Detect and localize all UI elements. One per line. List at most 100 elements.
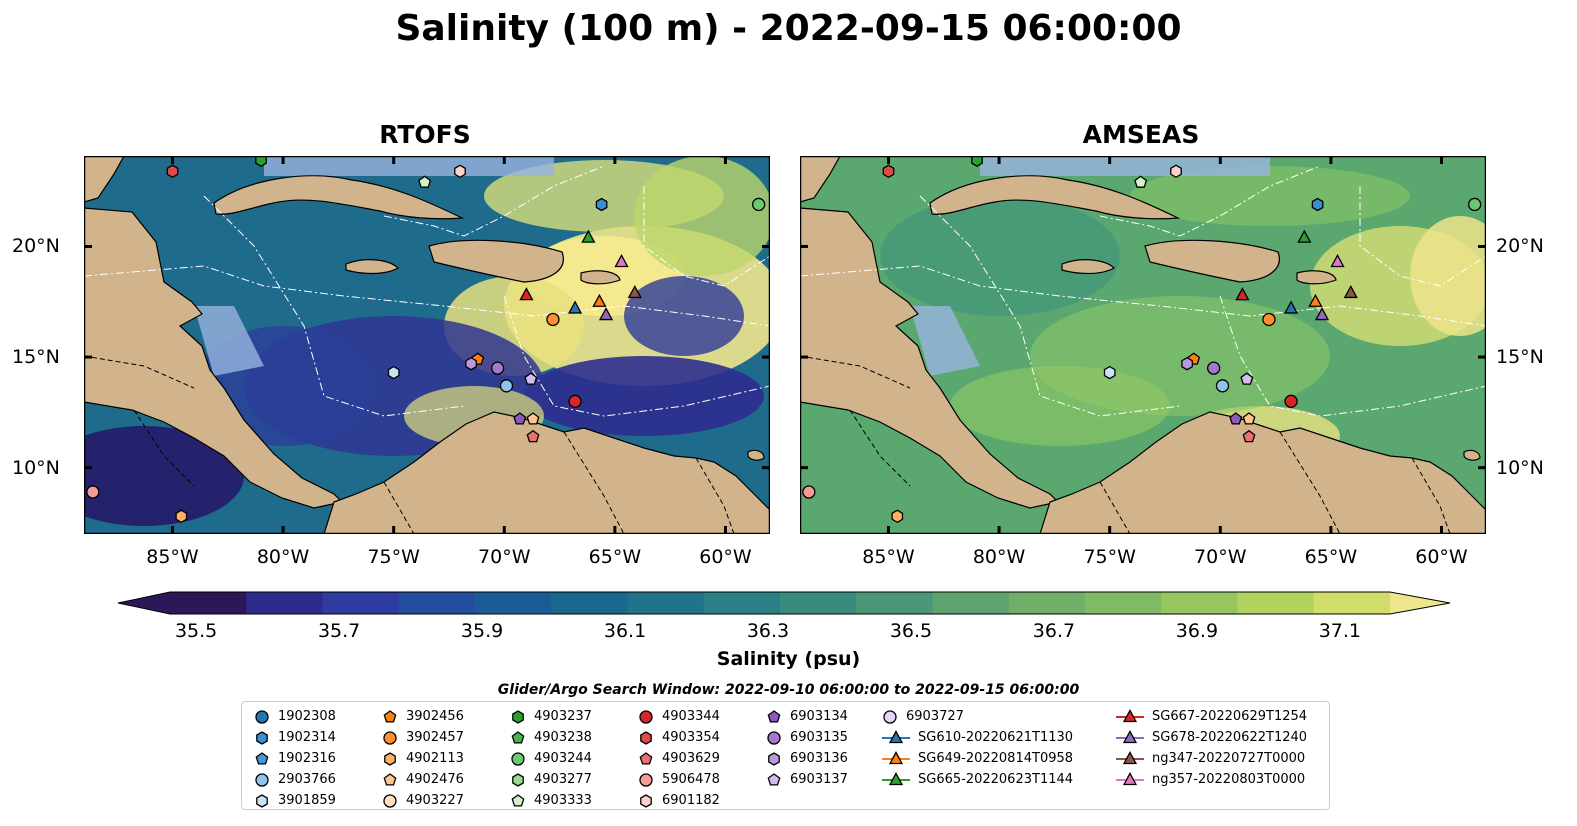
legend-item: 6903137 [766, 769, 848, 790]
colorbar-bin [1237, 592, 1315, 614]
panel-title-rtofs: RTOFS [379, 120, 471, 149]
legend-item: SG665-20220623T1144 [882, 769, 1073, 790]
figure-title: Salinity (100 m) - 2022-09-15 06:00:00 [395, 8, 1182, 49]
legend-marker [882, 729, 910, 743]
legend-column: 4903344 4903354 4903629 5906478 6901182 [638, 706, 720, 811]
colorbar-outline [117, 591, 1451, 615]
political-borders [84, 355, 735, 534]
legend-marker [1116, 708, 1144, 722]
legend-item-label: 6903727 [906, 709, 964, 724]
legend-item: 4903344 [638, 706, 720, 727]
legend-item-label: 4903238 [534, 730, 592, 745]
obs-SG667-20220629T1254 [1235, 287, 1250, 301]
colorbar-bin [475, 592, 552, 614]
obs-1902314 [595, 197, 608, 212]
legend-item: 4902476 [382, 769, 464, 790]
legend-item-label: SG678-20220622T1240 [1152, 730, 1308, 745]
colorbar-bin [1085, 592, 1162, 614]
eez-boundaries [84, 165, 770, 417]
legend-item-label: 6903135 [790, 730, 848, 745]
legend-marker [511, 730, 525, 744]
legend-item: 6903134 [766, 706, 848, 727]
lat-tick-label: 20°N [1496, 235, 1544, 258]
legend-marker [1116, 729, 1144, 743]
obs-4903244 [1468, 197, 1482, 212]
colorbar-tick-label: 36.1 [603, 620, 647, 642]
legend-column: 4903237 4903238 4903244 4903277 4903333 [510, 706, 592, 811]
legend-item: SG667-20220629T1254 [1116, 706, 1307, 727]
legend-item-label: 4903237 [534, 709, 592, 724]
legend-item: SG678-20220622T1240 [1116, 727, 1307, 748]
legend-item-label: 4903354 [662, 730, 720, 745]
colorbar-tick-label: 36.7 [1032, 620, 1076, 642]
legend-marker [383, 709, 397, 723]
obs-SG667-20220629T1254 [519, 287, 534, 301]
colorbar [117, 591, 1451, 615]
legend-column: 1902308 1902314 1902316 2903766 3901859 [254, 706, 336, 811]
obs-4903629 [1242, 429, 1256, 443]
lat-tick-label: 20°N [12, 235, 60, 258]
legend-item-label: 6903137 [790, 772, 848, 787]
legend-item: 6903727 [882, 706, 1073, 727]
legend-marker [767, 772, 781, 786]
legend-item: 4903333 [510, 790, 592, 811]
legend-item-label: SG649-20220814T0958 [918, 751, 1074, 766]
legend-marker [640, 793, 652, 808]
legend-marker [383, 730, 397, 745]
obs-ng347-20220727T0000 [1343, 284, 1358, 299]
legend-item-label: ng347-20220727T0000 [1152, 751, 1306, 766]
lon-tick-label: 65°W [588, 546, 642, 568]
legend-marker [383, 793, 397, 808]
legend-item: 3901859 [254, 790, 336, 811]
legend-item-label: 4903277 [534, 772, 592, 787]
obs-ng357-20220803T0000 [614, 253, 629, 268]
legend-marker [882, 771, 910, 785]
map-frame [84, 156, 770, 534]
legend-item-label: 4903244 [534, 751, 592, 766]
legend-marker [256, 793, 268, 808]
colorbar-bin [932, 592, 1010, 614]
colorbar-bin [170, 592, 247, 614]
obs-4903333 [1134, 175, 1148, 188]
legend-item: 4903277 [510, 769, 592, 790]
legend-column: 3902456 3902457 4902113 4902476 4903227 [382, 706, 464, 811]
obs-SG649-20220814T0958 [592, 293, 607, 307]
legend-column: 6903134 6903135 6903136 6903137 [766, 706, 848, 790]
legend-item-label: 3902456 [406, 709, 464, 724]
legend-item: ng347-20220727T0000 [1116, 748, 1307, 769]
obs-6903135 [490, 361, 505, 375]
obs-SG665-20220623T1144 [1297, 229, 1312, 243]
lon-tick-label: 80°W [256, 546, 310, 568]
legend-item: 4902113 [382, 748, 464, 769]
colorbar-bin [627, 592, 705, 614]
obs-SG678-20220622T1240 [1314, 307, 1330, 321]
legend-item-label: 4903333 [534, 793, 592, 808]
legend-item: 6903135 [766, 727, 848, 748]
colorbar-bin [1161, 592, 1238, 614]
lon-tick-label: 70°W [478, 546, 531, 568]
colorbar-tick-label: 35.9 [460, 620, 504, 642]
obs-4903354 [882, 164, 895, 179]
lon-tick-label: 60°W [699, 546, 752, 568]
obs-6901182 [1170, 164, 1182, 179]
legend-item: 4903629 [638, 748, 720, 769]
legend-item: 1902314 [254, 727, 336, 748]
obs-SG665-20220623T1144 [581, 229, 596, 243]
eez-boundaries [800, 165, 1486, 417]
land [800, 156, 1486, 534]
obs-2903766 [499, 379, 514, 393]
legend-marker [512, 709, 524, 724]
colorbar-tick-label: 36.5 [889, 620, 933, 642]
colorbar-bin [398, 592, 476, 614]
legend-item: 1902316 [254, 748, 336, 769]
legend-item: 5906478 [638, 769, 720, 790]
colorbar-bin [551, 592, 628, 614]
map-ticks [800, 156, 1486, 534]
lat-tick-label: 15°N [12, 346, 60, 369]
legend-marker [883, 709, 897, 724]
legend-item: 4903227 [382, 790, 464, 811]
colorbar-bin [780, 592, 857, 614]
obs-1902314 [1311, 197, 1324, 212]
legend-marker [639, 709, 653, 724]
obs-4903244 [752, 197, 766, 212]
